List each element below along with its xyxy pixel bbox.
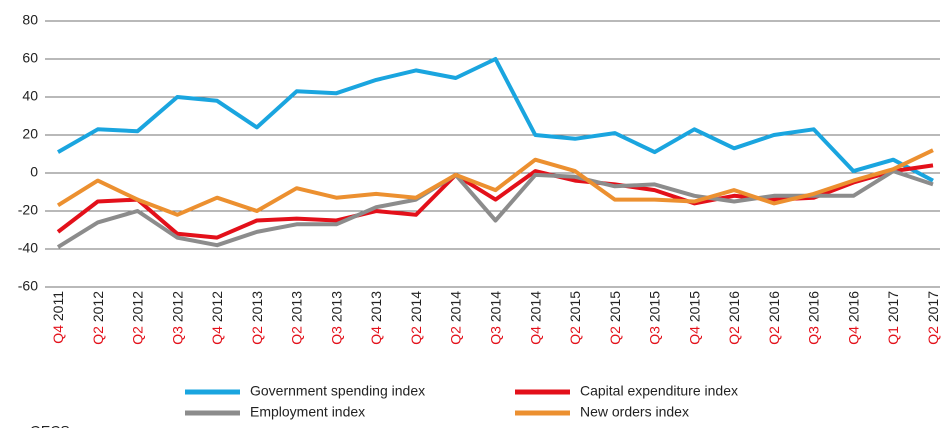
x-tick-quarter: Q4 [50,325,66,344]
x-tick-quarter: Q4 [686,326,702,345]
x-tick-label: Q3 2014 [487,291,503,345]
x-tick-label: Q4 2012 [209,291,225,345]
x-tick-label: Q2 2014 [408,291,424,345]
x-tick-quarter: Q2 [766,326,782,345]
x-tick-year: 2015 [607,291,623,322]
legend-label: Government spending index [250,383,425,399]
legend-label: New orders index [580,404,689,420]
x-tick-quarter: Q4 [368,326,384,345]
x-tick-year: 2014 [408,291,424,322]
y-tick-label: -60 [18,278,38,294]
series-line [56,163,934,240]
x-tick-year: 2016 [766,291,782,322]
x-tick-quarter: Q3 [328,326,344,345]
x-tick-label: Q1 2017 [885,291,901,345]
y-tick-label: 0 [30,164,38,180]
x-tick-year: 2013 [368,291,384,322]
x-tick-label: Q3 2012 [169,291,185,345]
source: OECS [30,423,70,428]
x-tick-label: Q2 2012 [129,291,145,345]
x-tick-year: 2012 [129,291,145,322]
x-tick-label: Q4 2014 [527,291,543,345]
x-tick-label: Q2 2015 [567,291,583,345]
x-tick-year: 2011 [50,291,66,321]
x-tick-year: 2014 [527,291,543,322]
x-tick-quarter: Q1 [885,326,901,345]
x-tick-quarter: Q3 [646,326,662,345]
x-tick-label: Q2 2012 [89,291,105,345]
x-tick-quarter: Q3 [805,326,821,345]
x-tick-quarter: Q2 [129,326,145,345]
legend-label: Capital expenditure index [580,383,738,399]
x-tick-quarter: Q2 [89,326,105,345]
x-tick-year: 2013 [249,291,265,322]
x-tick-year: 2012 [209,291,225,322]
x-tick-year: 2016 [726,291,742,322]
x-tick-quarter: Q2 [447,326,463,345]
x-tick-year: 2013 [288,291,304,322]
legend-label: Employment index [250,404,365,420]
x-tick-label: Q2 2014 [447,291,463,345]
x-tick-year: 2012 [169,291,185,322]
x-tick-quarter: Q2 [567,326,583,345]
x-tick-label: Q3 2015 [646,291,662,345]
x-tick-quarter: Q3 [169,326,185,345]
x-tick-quarter: Q2 [925,326,941,345]
x-tick-label: Q3 2016 [805,291,821,345]
x-tick-quarter: Q2 [249,326,265,345]
x-tick-quarter: Q2 [726,326,742,345]
x-tick-label: Q4 2013 [368,291,384,345]
y-tick-label: -40 [18,240,38,256]
x-tick-label: Q4 2011 [50,291,66,344]
y-tick-label: 40 [22,88,38,104]
x-tick-year: 2014 [487,291,503,322]
x-tick-label: Q2 2015 [607,291,623,345]
x-tick-label: Q2 2016 [726,291,742,345]
x-tick-quarter: Q2 [408,326,424,345]
x-tick-year: 2017 [925,291,941,322]
x-tick-year: 2015 [646,291,662,322]
x-tick-quarter: Q4 [527,326,543,345]
series-line [56,169,934,249]
x-tick-label: Q4 2015 [686,291,702,345]
x-tick-year: 2012 [89,291,105,322]
x-tick-year: 2015 [686,291,702,322]
y-tick-label: 20 [22,126,38,142]
x-tick-quarter: Q2 [607,326,623,345]
y-tick-label: 80 [22,12,38,28]
x-tick-year: 2013 [328,291,344,322]
x-tick-year: 2014 [447,291,463,322]
x-tick-label: Q2 2017 [925,291,941,345]
x-tick-quarter: Q4 [209,326,225,345]
x-tick-year: 2015 [567,291,583,322]
x-tick-label: Q2 2013 [288,291,304,345]
x-tick-year: 2016 [845,291,861,322]
x-tick-label: Q2 2013 [249,291,265,345]
y-tick-label: -20 [18,202,38,218]
x-tick-year: 2016 [805,291,821,322]
x-tick-label: Q4 2016 [845,291,861,345]
series-line [57,57,934,183]
x-tick-label: Q2 2016 [766,291,782,345]
y-tick-label: 60 [22,50,38,66]
x-tick-year: 2017 [885,291,901,322]
x-tick-quarter: Q3 [487,326,503,345]
x-tick-quarter: Q2 [288,326,304,345]
series-line [56,148,934,217]
x-tick-quarter: Q4 [845,326,861,345]
x-tick-label: Q3 2013 [328,291,344,345]
